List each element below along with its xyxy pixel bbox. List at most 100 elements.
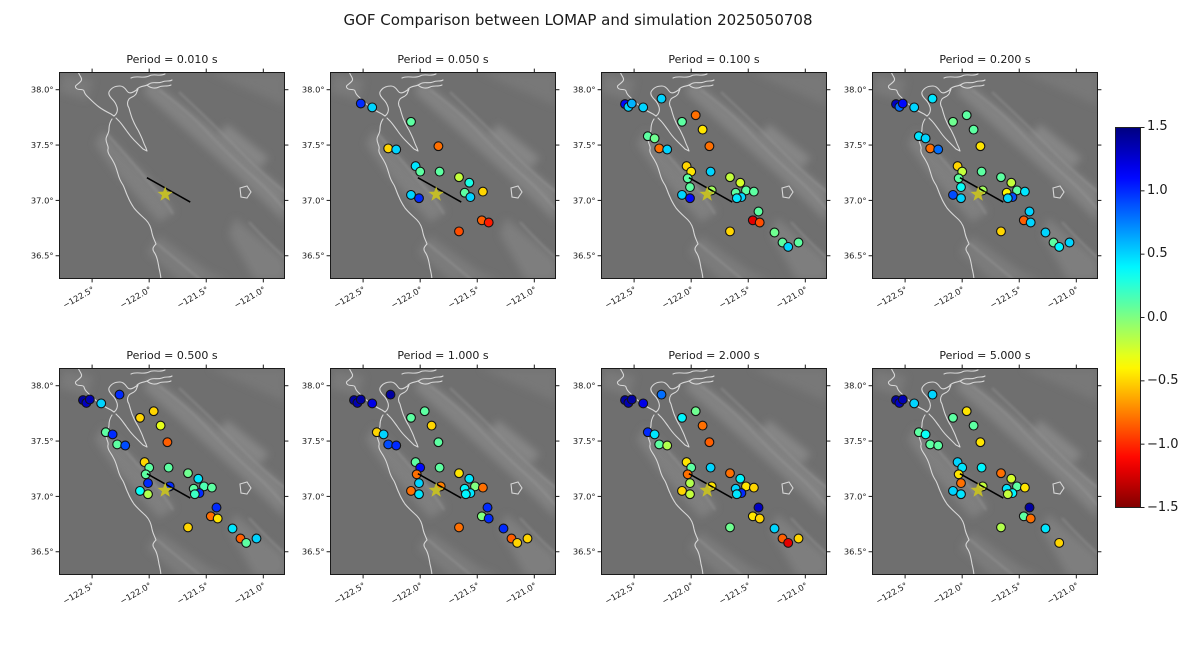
panel-title: Period = 0.010 s xyxy=(126,53,218,66)
svg-text:−121.0°: −121.0° xyxy=(503,580,538,606)
svg-text:37.0°: 37.0° xyxy=(844,195,867,205)
panel-period-1.000s: Period = 1.000 s 38.0° 37.5° 37.0° 36.5° −12… xyxy=(296,349,560,621)
svg-text:37.5°: 37.5° xyxy=(31,436,54,446)
svg-text:−122.0°: −122.0° xyxy=(389,284,424,310)
svg-text:−122.5°: −122.5° xyxy=(874,580,909,606)
svg-text:−121.5°: −121.5° xyxy=(717,580,752,606)
map-plot-5.000s: 38.0° 37.5° 37.0° 36.5° −122.5° −122.0° −121.5… xyxy=(844,364,1102,606)
panel-title: Period = 1.000 s xyxy=(397,349,489,362)
panel-period-0.050s: Period = 0.050 s 38.0° 37.5° 37.0° 36.5° −12… xyxy=(296,53,560,325)
map-plot-0.200s: 38.0° 37.5° 37.0° 36.5° −122.5° −122.0° −121.5… xyxy=(844,68,1102,310)
svg-text:37.0°: 37.0° xyxy=(31,195,54,205)
panel-period-0.500s: Period = 0.500 s 38.0° 37.5° 37.0° 36.5° −12… xyxy=(25,349,289,621)
svg-text:37.0°: 37.0° xyxy=(573,195,596,205)
colorbar-gradient xyxy=(1115,127,1145,508)
svg-text:36.5°: 36.5° xyxy=(844,547,867,557)
gof-colorbar xyxy=(1115,127,1151,509)
panel-title: Period = 0.500 s xyxy=(126,349,218,362)
colorbar-tick-label: −1.0 xyxy=(1147,436,1179,452)
panel-title: Period = 2.000 s xyxy=(668,349,760,362)
figure-title: GOF Comparison between LOMAP and simulat… xyxy=(343,11,813,29)
svg-text:−122.0°: −122.0° xyxy=(118,580,153,606)
panel-title: Period = 0.050 s xyxy=(397,53,489,66)
svg-text:−121.5°: −121.5° xyxy=(446,284,481,310)
svg-text:37.5°: 37.5° xyxy=(844,140,867,150)
svg-text:37.5°: 37.5° xyxy=(31,140,54,150)
svg-text:−122.0°: −122.0° xyxy=(389,580,424,606)
svg-text:−121.0°: −121.0° xyxy=(1045,580,1080,606)
colorbar-tick-label: −0.5 xyxy=(1147,373,1179,388)
map-plot-0.500s: 38.0° 37.5° 37.0° 36.5° −122.5° −122.0° −121.5… xyxy=(31,364,289,606)
svg-text:36.5°: 36.5° xyxy=(31,547,54,557)
svg-text:37.0°: 37.0° xyxy=(573,491,596,501)
svg-text:−121.5°: −121.5° xyxy=(988,284,1023,310)
svg-text:36.5°: 36.5° xyxy=(573,251,596,261)
colorbar-tick-label: 0.0 xyxy=(1147,309,1168,325)
svg-text:37.0°: 37.0° xyxy=(31,491,54,501)
svg-text:−122.5°: −122.5° xyxy=(332,580,367,606)
colorbar-tick-label: 1.5 xyxy=(1147,119,1168,134)
svg-text:−121.5°: −121.5° xyxy=(717,284,752,310)
svg-text:37.5°: 37.5° xyxy=(302,140,325,150)
svg-text:−121.0°: −121.0° xyxy=(232,284,267,310)
colorbar-tick-label: 0.5 xyxy=(1147,246,1168,261)
svg-text:−121.0°: −121.0° xyxy=(774,580,809,606)
panel-period-0.010s: Period = 0.010 s 38.0° 37.5° 37.0° 36.5° −12… xyxy=(25,53,289,325)
panel-period-2.000s: Period = 2.000 s 38.0° 37.5° 37.0° 36.5° −12… xyxy=(567,349,831,621)
svg-text:−121.5°: −121.5° xyxy=(988,580,1023,606)
svg-text:−121.5°: −121.5° xyxy=(175,284,210,310)
svg-text:37.0°: 37.0° xyxy=(302,195,325,205)
svg-text:−122.0°: −122.0° xyxy=(660,580,695,606)
svg-text:37.5°: 37.5° xyxy=(573,436,596,446)
svg-text:−122.5°: −122.5° xyxy=(61,580,96,606)
svg-text:38.0°: 38.0° xyxy=(31,381,54,391)
svg-text:−122.5°: −122.5° xyxy=(603,284,638,310)
svg-text:−121.5°: −121.5° xyxy=(446,580,481,606)
svg-text:−122.5°: −122.5° xyxy=(332,284,367,310)
panel-title: Period = 0.200 s xyxy=(939,53,1031,66)
colorbar-tick-label: 1.0 xyxy=(1147,182,1168,198)
svg-text:38.0°: 38.0° xyxy=(302,381,325,391)
svg-text:−122.5°: −122.5° xyxy=(874,284,909,310)
svg-text:−122.0°: −122.0° xyxy=(931,580,966,606)
map-plot-2.000s: 38.0° 37.5° 37.0° 36.5° −122.5° −122.0° −121.5… xyxy=(573,364,831,606)
panel-title: Period = 0.100 s xyxy=(668,53,760,66)
svg-text:38.0°: 38.0° xyxy=(844,85,867,95)
svg-text:37.5°: 37.5° xyxy=(302,436,325,446)
svg-text:36.5°: 36.5° xyxy=(573,547,596,557)
colorbar-tick-label: −1.5 xyxy=(1147,500,1179,515)
svg-text:−122.5°: −122.5° xyxy=(603,580,638,606)
panel-period-0.200s: Period = 0.200 s 38.0° 37.5° 37.0° 36.5° −12… xyxy=(838,53,1102,325)
svg-text:37.0°: 37.0° xyxy=(844,491,867,501)
panel-title: Period = 5.000 s xyxy=(939,349,1031,362)
svg-text:37.5°: 37.5° xyxy=(844,436,867,446)
svg-text:−122.0°: −122.0° xyxy=(660,284,695,310)
svg-text:38.0°: 38.0° xyxy=(302,85,325,95)
map-plot-0.010s: 38.0° 37.5° 37.0° 36.5° −122.5° −122.0° −121.5… xyxy=(31,68,289,310)
svg-text:−121.0°: −121.0° xyxy=(774,284,809,310)
svg-text:−122.0°: −122.0° xyxy=(118,284,153,310)
svg-text:37.5°: 37.5° xyxy=(573,140,596,150)
svg-text:38.0°: 38.0° xyxy=(573,85,596,95)
panel-period-0.100s: Period = 0.100 s 38.0° 37.5° 37.0° 36.5° −12… xyxy=(567,53,831,325)
svg-text:36.5°: 36.5° xyxy=(302,547,325,557)
colorbar-tick-labels: 1.5 1.0 0.5 0.0 −0.5 −1.0 −1.5 xyxy=(1147,119,1179,516)
svg-text:−121.0°: −121.0° xyxy=(232,580,267,606)
panel-period-5.000s: Period = 5.000 s 38.0° 37.5° 37.0° 36.5° −12… xyxy=(838,349,1102,621)
svg-text:38.0°: 38.0° xyxy=(31,85,54,95)
svg-text:37.0°: 37.0° xyxy=(302,491,325,501)
svg-text:−122.0°: −122.0° xyxy=(931,284,966,310)
svg-text:−121.0°: −121.0° xyxy=(503,284,538,310)
svg-text:36.5°: 36.5° xyxy=(302,251,325,261)
svg-text:36.5°: 36.5° xyxy=(31,251,54,261)
svg-text:−121.5°: −121.5° xyxy=(175,580,210,606)
map-plot-1.000s: 38.0° 37.5° 37.0° 36.5° −122.5° −122.0° −121.5… xyxy=(302,364,560,606)
map-plot-0.050s: 38.0° 37.5° 37.0° 36.5° −122.5° −122.0° −121.5… xyxy=(302,68,560,310)
svg-text:−121.0°: −121.0° xyxy=(1045,284,1080,310)
svg-text:38.0°: 38.0° xyxy=(573,381,596,391)
map-plot-0.100s: 38.0° 37.5° 37.0° 36.5° −122.5° −122.0° −121.5… xyxy=(573,68,831,310)
svg-text:38.0°: 38.0° xyxy=(844,381,867,391)
svg-text:36.5°: 36.5° xyxy=(844,251,867,261)
svg-text:−122.5°: −122.5° xyxy=(61,284,96,310)
